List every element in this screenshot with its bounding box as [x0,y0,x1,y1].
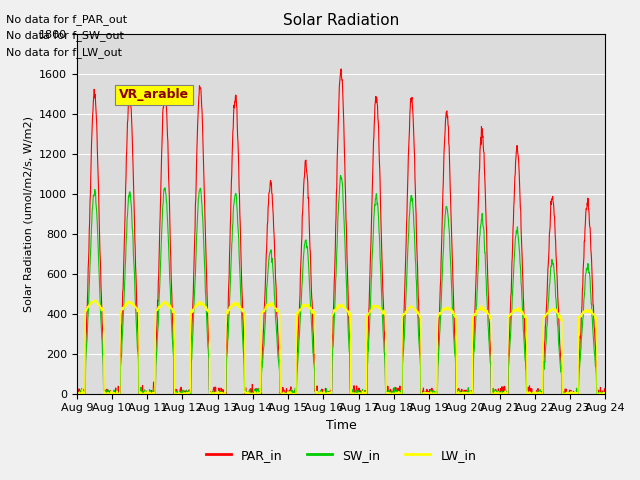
SW_in [178,391,186,396]
PAR_in [602,388,609,394]
SW_in [191,287,198,293]
PAR_in [540,387,547,393]
Line: LW_in: LW_in [77,300,605,394]
Text: VR_arable: VR_arable [119,88,189,101]
LW_in [602,391,609,396]
Title: Solar Radiation: Solar Radiation [283,13,399,28]
SW_in [73,389,81,395]
LW_in [492,391,500,396]
LW_in [423,391,431,396]
PAR_in [250,391,258,396]
LW_in [91,297,99,303]
PAR_in [493,390,500,396]
Line: SW_in: SW_in [77,176,605,394]
X-axis label: Time: Time [326,419,356,432]
Text: No data for f_SW_out: No data for f_SW_out [6,30,124,41]
PAR_in [178,391,186,396]
SW_in [493,388,500,394]
LW_in [178,391,186,396]
LW_in [250,391,258,396]
PAR_in [424,387,431,393]
LW_in [191,304,198,310]
SW_in [424,391,431,396]
Text: No data for f_LW_out: No data for f_LW_out [6,47,122,58]
PAR_in [191,236,198,242]
Line: PAR_in: PAR_in [77,69,605,394]
PAR_in [73,389,81,395]
SW_in [337,173,344,179]
SW_in [250,391,258,396]
Y-axis label: Solar Radiation (umol/m2/s, W/m2): Solar Radiation (umol/m2/s, W/m2) [24,116,33,312]
LW_in [539,390,547,396]
PAR_in [74,391,81,396]
SW_in [74,391,82,396]
PAR_in [337,66,345,72]
SW_in [602,391,609,396]
Legend: PAR_in, SW_in, LW_in: PAR_in, SW_in, LW_in [201,444,481,467]
Text: No data for f_PAR_out: No data for f_PAR_out [6,13,127,24]
SW_in [540,391,547,396]
LW_in [73,391,81,396]
